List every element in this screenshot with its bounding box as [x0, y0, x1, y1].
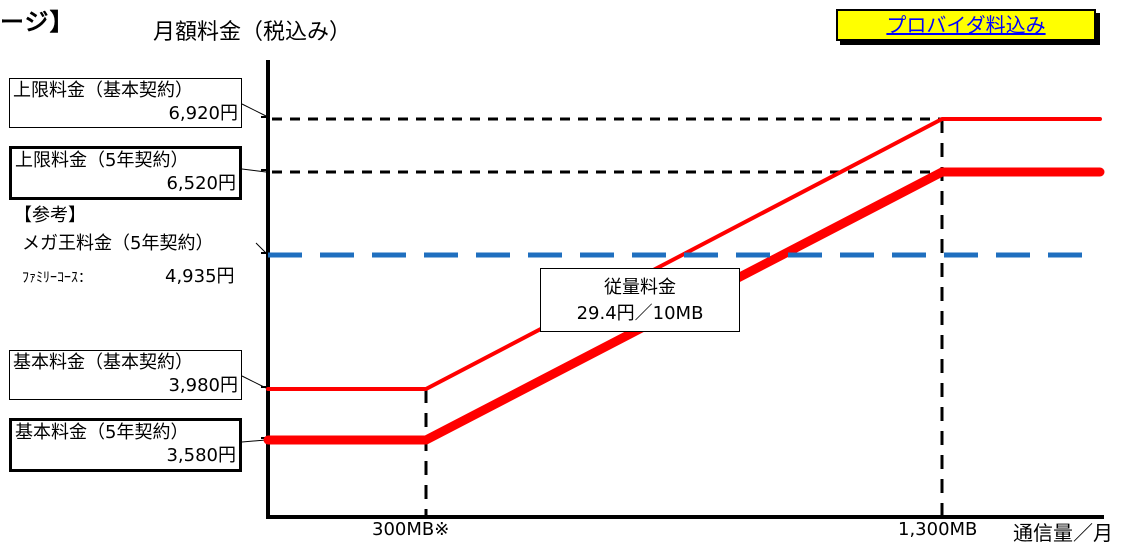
leader-base-basic [241, 375, 267, 389]
provider-included-badge: プロバイダ料込み [836, 9, 1096, 41]
cap-5yr-value: 6,520円 [166, 173, 236, 194]
x-tick-1300mb: 1,300MB [898, 519, 978, 540]
base-5yr-label-box: 基本料金（5年契約） 3,580円 [9, 418, 242, 472]
leader-cap-basic [241, 103, 267, 117]
base-basic-label-box: 基本料金（基本契約） 3,980円 [9, 350, 242, 400]
cap-basic-label: 上限料金（基本契約） [13, 80, 193, 101]
reference-heading: 【参考】 [14, 205, 86, 226]
cap-basic-value: 6,920円 [168, 103, 238, 124]
metered-rate-title: 従量料金 [604, 277, 676, 298]
mega-ou-value: 4,935円 [165, 266, 235, 287]
leader-mega-ou [255, 242, 267, 254]
metered-rate-annotation: 従量料金 29.4円／10MB [540, 268, 740, 332]
leader-cap-5yr [241, 168, 267, 173]
base-basic-value: 3,980円 [168, 375, 238, 396]
metered-rate-value: 29.4円／10MB [576, 303, 704, 324]
cap-5yr-label-box: 上限料金（5年契約） 6,520円 [9, 146, 242, 200]
x-axis-title: 通信量／月 [1013, 521, 1113, 545]
base-basic-label: 基本料金（基本契約） [13, 352, 193, 373]
mega-ou-label: メガ王料金（5年契約） [22, 233, 214, 254]
cap-5yr-label: 上限料金（5年契約） [15, 150, 189, 171]
x-tick-300mb: 300MB※ [372, 519, 450, 540]
title-fragment: ージ】 [0, 8, 75, 36]
cap-basic-label-box: 上限料金（基本契約） 6,920円 [9, 78, 242, 128]
y-axis-title: 月額料金（税込み） [153, 20, 352, 45]
base-5yr-label: 基本料金（5年契約） [15, 422, 189, 443]
base-5yr-value: 3,580円 [166, 445, 236, 466]
family-course-label: ﾌｧﾐﾘｰｺｰｽ： [22, 270, 92, 286]
leader-base-5yr [241, 439, 267, 443]
